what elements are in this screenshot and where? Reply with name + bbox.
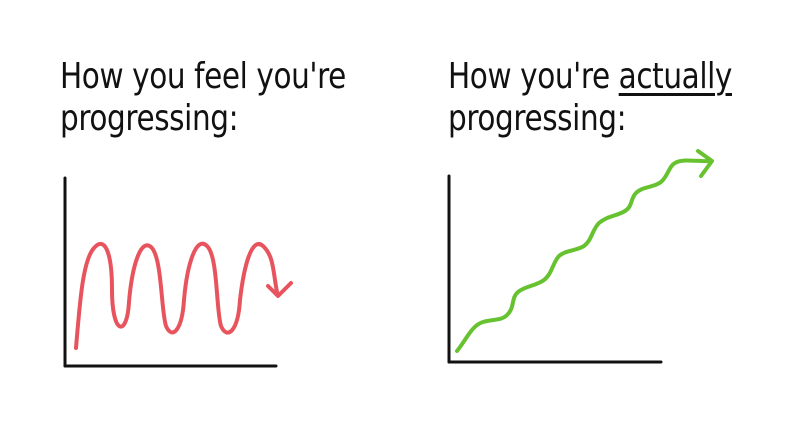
title-line-1: How you feel you're xyxy=(60,56,346,97)
actual-chart xyxy=(447,149,714,364)
actual-curve xyxy=(455,158,712,353)
panel-feel: How you feel you're progressing: xyxy=(60,56,346,368)
title-line-1: How you're actually xyxy=(448,56,732,98)
title-line-2: progressing: xyxy=(448,98,627,139)
emphasis-word: actually xyxy=(618,56,733,97)
down-arrow-icon xyxy=(266,281,293,298)
up-right-arrow-icon xyxy=(696,149,714,178)
panel-title: How you feel you're progressing: xyxy=(60,56,346,140)
title-line-1-prefix: How you're xyxy=(448,56,619,97)
title-line-2: progressing: xyxy=(60,98,239,139)
panel-title: How you're actually progressing: xyxy=(448,56,732,140)
panel-actual: How you're actually progressing: xyxy=(399,0,798,431)
feel-curve xyxy=(74,241,279,350)
feel-chart xyxy=(63,176,293,368)
